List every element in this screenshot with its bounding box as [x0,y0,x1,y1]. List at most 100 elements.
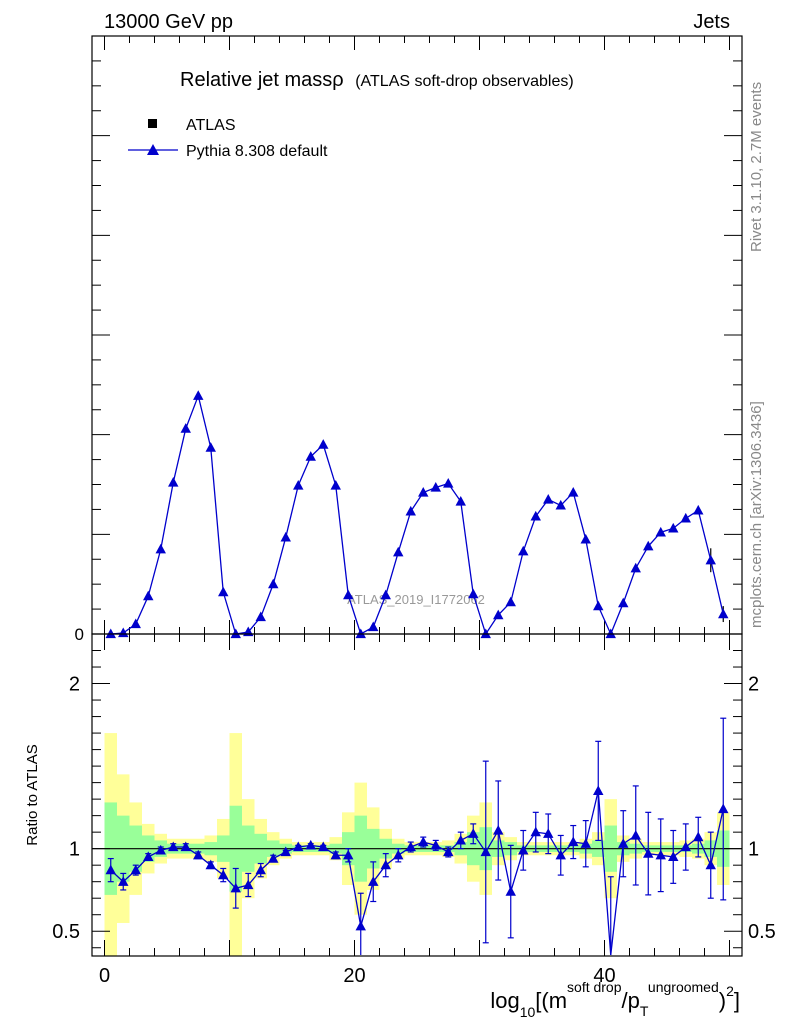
legend-pythia-label: Pythia 8.308 default [186,143,328,160]
pythia-main-point [593,600,604,611]
chart-title-main: Relative jet massρ [180,69,344,91]
pythia-main-point [380,589,391,600]
energy-label: 13000 GeV pp [104,11,233,33]
pythia-main-point [230,628,241,639]
pythia-main-point [193,390,204,400]
pythia-ratio-point [255,864,266,875]
pythia-ratio-point [643,848,654,858]
ratio-y-tick-label-right: 2 [748,674,759,696]
pythia-ratio-point [180,841,191,852]
x-tick-label: 20 [343,965,365,987]
pythia-main-point [493,609,504,620]
pythia-ratio-point [530,826,541,837]
pythia-ratio-point [430,839,441,850]
legend: ATLAS Pythia 8.308 default [128,117,328,160]
pythia-main-point [480,628,491,639]
pythia-main-point [568,486,579,497]
ratio-ticks [92,633,742,956]
legend-atlas-marker [148,119,157,128]
pythia-ratio-point [593,785,604,795]
pythia-ratio-point [280,846,291,857]
pythia-ratio-point [718,803,729,814]
pythia-main-point [268,578,279,589]
pythia-main-point [505,596,516,607]
pythia-ratio-point [368,876,379,886]
main-series-group [105,390,729,639]
pythia-ratio-point [218,869,229,880]
pythia-ratio-point [418,836,429,847]
pythia-ratio-point [193,849,204,860]
pythia-ratio-point [230,882,241,893]
ratio-y-tick-label: 2 [69,674,80,696]
pythia-ratio-point [480,846,491,857]
pythia-main-point [355,628,366,639]
pythia-main-point [305,451,316,461]
pythia-main-point [630,562,641,573]
x-tick-label: 40 [593,965,615,987]
pythia-main-point [255,611,266,622]
pythia-main-point [718,608,729,619]
pythia-main-point [318,439,329,449]
chart-subtitle: (ATLAS soft-drop observables) [355,73,573,90]
ratio-panel-frame [91,633,743,957]
pythia-main-point [280,531,291,542]
main-y-ticks [92,35,742,635]
ratio-series-group [105,717,729,956]
pythia-ratio-point [393,849,404,860]
pythia-ratio-point [543,828,554,838]
pythia-ratio-point [205,859,216,870]
pythia-main-point [455,495,466,506]
ratio-y-tick-label: 1 [69,839,80,861]
pythia-ratio-point [443,846,454,857]
pythia-main-point [180,423,191,433]
ratio-y-tick-label-right: 1 [748,839,759,861]
pythia-ratio-point [618,838,629,848]
pythia-ratio-point [693,831,704,842]
pythia-main-point [618,597,629,608]
pythia-ratio-point [268,853,279,863]
pythia-main-point [680,512,691,523]
pythia-main-point [130,618,141,629]
main-panel: 0 Relative jet massρ (ATLAS soft-drop ob… [75,35,743,644]
pythia-ratio-point [293,841,304,852]
pythia-main-point [330,479,341,490]
ratio-y-axis-label: Ratio to ATLAS [24,744,41,845]
pythia-main-point [693,504,704,515]
pythia-main-point [555,499,566,510]
pythia-ratio-point [168,841,179,852]
pythia-ratio-line [110,790,724,956]
pythia-main-point [705,554,716,565]
pythia-main-point [430,481,441,492]
pythia-ratio-point [243,879,254,890]
pythia-main-point [368,621,379,632]
chart-title: Relative jet massρ (ATLAS soft-drop obse… [180,69,574,91]
pythia-ratio-point [343,849,354,860]
pythia-main-point [293,479,304,490]
analysis-watermark: ATLAS_2019_I1772062 [347,592,485,607]
rivet-version-label: Rivet 3.1.10, 2.7M events [748,82,765,252]
pythia-main-point [155,543,166,554]
pythia-main-point [118,627,129,638]
pythia-ratio-point [493,825,504,835]
pythia-ratio-point [580,838,591,848]
ratio-y-tick-label-right: 0.5 [748,921,776,943]
pythia-main-point [668,522,679,533]
pythia-main-point [643,540,654,551]
pythia-ratio-point [105,864,116,875]
pythia-ratio-point [568,836,579,847]
x-tick-label: 0 [99,965,110,987]
ratio-panel: Ratio to ATLAS 0.5 0.51 12 20 20 40 log10[(ms… [24,633,776,1020]
pythia-main-point [218,586,229,597]
pythia-ratio-point [518,844,529,855]
pythia-main-point [343,589,354,600]
pythia-ratio-point [680,841,691,852]
pythia-main-point [655,526,666,537]
pythia-ratio-point [555,849,566,860]
x-axis-label: log10[(msoft drop/pTungroomed)2] [490,979,740,1020]
pythia-main-point [443,478,454,488]
pythia-ratio-point [455,834,466,845]
pythia-main-point [105,628,116,639]
ratio-y-tick-label: 0.5 [52,921,80,943]
pythia-ratio-point [655,849,666,860]
